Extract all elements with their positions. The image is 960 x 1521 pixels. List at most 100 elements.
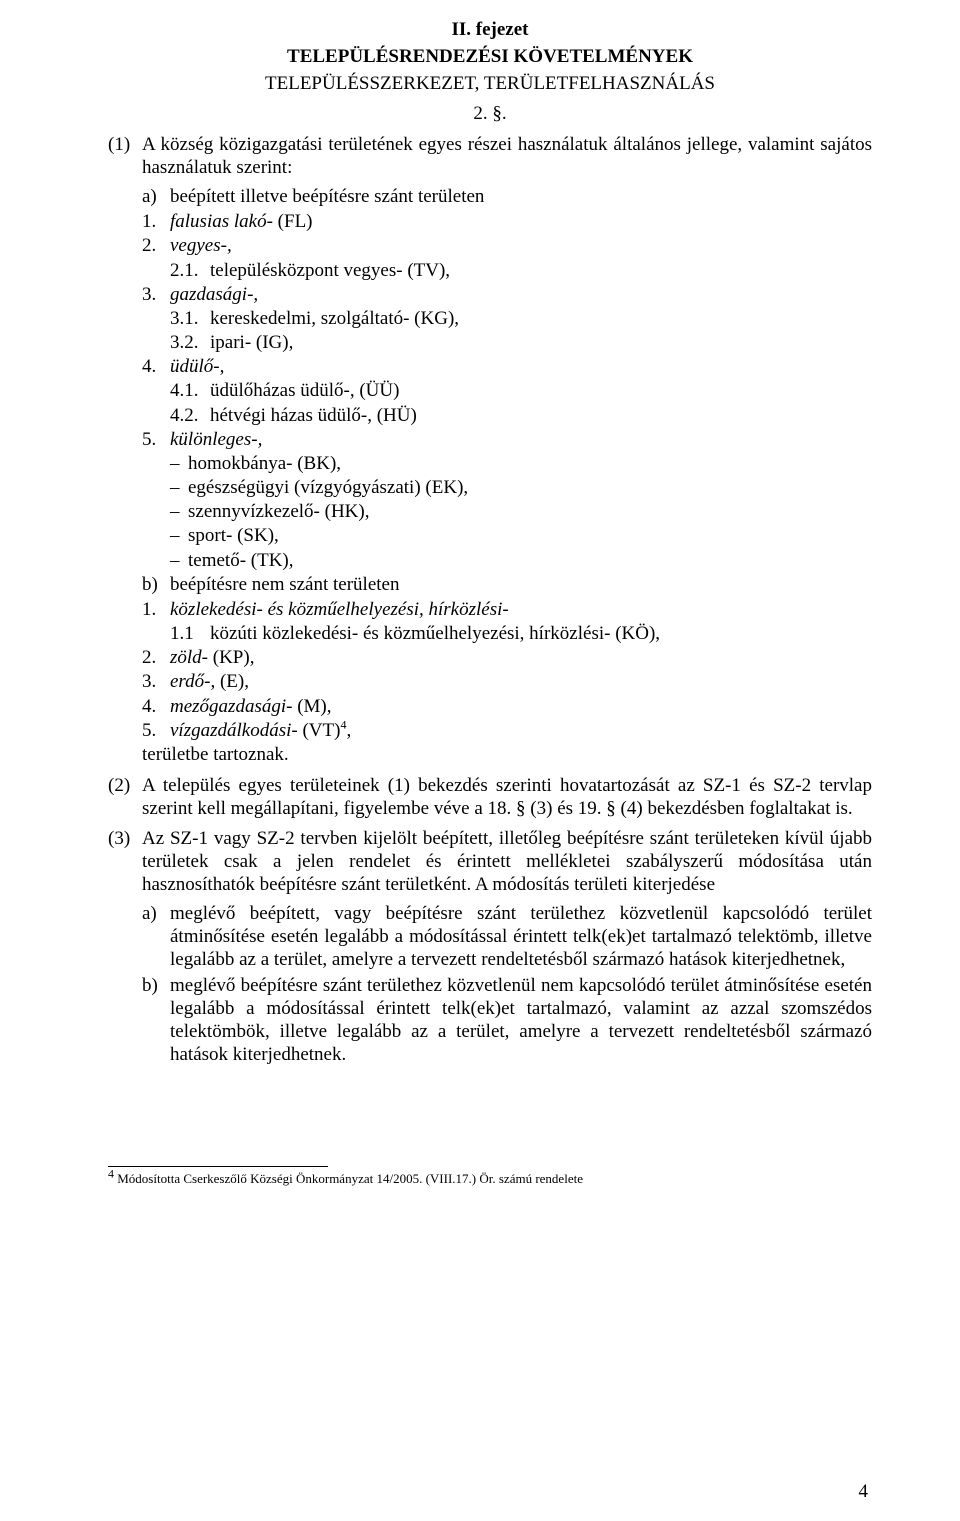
dash-marker: – <box>170 524 188 547</box>
marker: 3.2. <box>170 331 210 354</box>
item-b: b) beépítésre nem szánt területen <box>142 573 872 596</box>
para-body: A község közigazgatási területének egyes… <box>142 133 872 179</box>
list-item: –egészségügyi (vízgyógyászati) (EK), <box>170 476 872 499</box>
text: homokbánya- (BK), <box>188 452 872 475</box>
paragraph-2: (2) A település egyes területeinek (1) b… <box>108 774 872 820</box>
paragraph-1: (1) A község közigazgatási területének e… <box>108 133 872 179</box>
p3-item-b: b) meglévő beépítésre szánt területhez k… <box>142 974 872 1067</box>
list-a-items-4: 5. különleges-, <box>142 428 872 451</box>
para-marker: (2) <box>108 774 142 797</box>
text: különleges-, <box>170 428 872 451</box>
text: ipari- (IG), <box>210 331 872 354</box>
dash-marker: – <box>170 500 188 523</box>
closing-line: területbe tartoznak. <box>142 743 872 766</box>
paragraph-3: (3) Az SZ-1 vagy SZ-2 tervben kijelölt b… <box>108 827 872 897</box>
list-item: –sport- (SK), <box>170 524 872 547</box>
list-item: 3.2. ipari- (IG), <box>170 331 872 354</box>
list-item: –homokbánya- (BK), <box>170 452 872 475</box>
list-item: 3.1. kereskedelmi, szolgáltató- (KG), <box>170 307 872 330</box>
marker: 4.2. <box>170 404 210 427</box>
list-item: –szennyvízkezelő- (HK), <box>170 500 872 523</box>
dash-list: –homokbánya- (BK), –egészségügyi (vízgyó… <box>170 452 872 572</box>
list-item: 2. vegyes-, <box>142 234 872 257</box>
section-number: 2. §. <box>108 102 872 125</box>
marker: 5. <box>142 719 170 742</box>
list-item: 1.1 közúti közlekedési- és közműelhelyez… <box>170 622 872 645</box>
list-item: 3. erdő-, (E), <box>142 670 872 693</box>
text-a: meglévő beépített, vagy beépítésre szánt… <box>170 902 872 972</box>
marker: 3. <box>142 283 170 306</box>
text: gazdasági-, <box>170 283 872 306</box>
dash-marker: – <box>170 476 188 499</box>
list-item: 4.2. hétvégi házas üdülő-, (HÜ) <box>170 404 872 427</box>
text: egészségügyi (vízgyógyászati) (EK), <box>188 476 872 499</box>
para-body: A település egyes területeinek (1) bekez… <box>142 774 872 820</box>
text: falusias lakó- (FL) <box>170 210 872 233</box>
list-a-items: 1. falusias lakó- (FL) 2. vegyes-, <box>142 210 872 257</box>
list-item: 4. mezőgazdasági- (M), <box>142 695 872 718</box>
subtitle: TELEPÜLÉSSZERKEZET, TERÜLETFELHASZNÁLÁS <box>108 72 872 95</box>
list-item: 5. vízgazdálkodási- (VT)4, <box>142 719 872 742</box>
list-item: 1. közlekedési- és közműelhelyezési, hír… <box>142 598 872 621</box>
list-b-subitems: 1.1 közúti közlekedési- és közműelhelyez… <box>170 622 872 645</box>
para-marker: (1) <box>108 133 142 156</box>
text: sport- (SK), <box>188 524 872 547</box>
list-item: 2.1. településközpont vegyes- (TV), <box>170 259 872 282</box>
list-a-items-3: 4. üdülő-, <box>142 355 872 378</box>
text: kereskedelmi, szolgáltató- (KG), <box>210 307 872 330</box>
text: erdő-, (E), <box>170 670 872 693</box>
label-b: b) <box>142 974 170 997</box>
list-b-items: 1. közlekedési- és közműelhelyezési, hír… <box>142 598 872 621</box>
document-page: II. fejezet TELEPÜLÉSRENDEZÉSI KÖVETELMÉ… <box>0 0 960 1521</box>
text: zöld- (KP), <box>170 646 872 669</box>
text: településközpont vegyes- (TV), <box>210 259 872 282</box>
marker: 1. <box>142 210 170 233</box>
dash-marker: – <box>170 452 188 475</box>
text: hétvégi házas üdülő-, (HÜ) <box>210 404 872 427</box>
footnote-separator <box>108 1166 328 1167</box>
text-b: meglévő beépítésre szánt területhez közv… <box>170 974 872 1067</box>
list-b-items-2: 2. zöld- (KP), 3. erdő-, (E), 4. mezőgaz… <box>142 646 872 742</box>
marker: 4. <box>142 355 170 378</box>
text: közlekedési- és közműelhelyezési, hírköz… <box>170 598 872 621</box>
text-b: beépítésre nem szánt területen <box>170 573 872 596</box>
text-a: beépített illetve beépítésre szánt terül… <box>170 185 872 208</box>
marker: 2. <box>142 646 170 669</box>
marker: 2.1. <box>170 259 210 282</box>
text: mezőgazdasági- (M), <box>170 695 872 718</box>
list-item: 3. gazdasági-, <box>142 283 872 306</box>
list-item: 4.1. üdülőházas üdülő-, (ÜÜ) <box>170 379 872 402</box>
label-a: a) <box>142 185 170 208</box>
chapter-heading: II. fejezet <box>108 18 872 41</box>
list-item: 5. különleges-, <box>142 428 872 451</box>
marker: 3.1. <box>170 307 210 330</box>
list-item: 2. zöld- (KP), <box>142 646 872 669</box>
footnote-text: Módosította Cserkeszőlő Községi Önkormán… <box>114 1171 583 1186</box>
text: üdülőházas üdülő-, (ÜÜ) <box>210 379 872 402</box>
list-a-subitems: 2.1. településközpont vegyes- (TV), <box>170 259 872 282</box>
list-a-subitems-3: 4.1. üdülőházas üdülő-, (ÜÜ) 4.2. hétvég… <box>170 379 872 426</box>
page-number: 4 <box>859 1480 869 1503</box>
text: területbe tartoznak. <box>142 743 872 766</box>
list-item: 1. falusias lakó- (FL) <box>142 210 872 233</box>
para-body: Az SZ-1 vagy SZ-2 tervben kijelölt beépí… <box>142 827 872 897</box>
text: vegyes-, <box>170 234 872 257</box>
dash-marker: – <box>170 549 188 572</box>
item-a: a) beépített illetve beépítésre szánt te… <box>142 185 872 208</box>
label-a: a) <box>142 902 170 925</box>
marker: 4. <box>142 695 170 718</box>
text: temető- (TK), <box>188 549 872 572</box>
marker: 3. <box>142 670 170 693</box>
marker: 5. <box>142 428 170 451</box>
para-marker: (3) <box>108 827 142 850</box>
list-item: –temető- (TK), <box>170 549 872 572</box>
text: üdülő-, <box>170 355 872 378</box>
marker: 4.1. <box>170 379 210 402</box>
text: vízgazdálkodási- (VT)4, <box>170 719 872 742</box>
marker: 2. <box>142 234 170 257</box>
footnote: 4 Módosította Cserkeszőlő Községi Önkorm… <box>108 1171 872 1188</box>
marker: 1.1 <box>170 622 210 645</box>
p3-item-a: a) meglévő beépített, vagy beépítésre sz… <box>142 902 872 972</box>
list-item: 4. üdülő-, <box>142 355 872 378</box>
list-a-subitems-2: 3.1. kereskedelmi, szolgáltató- (KG), 3.… <box>170 307 872 354</box>
